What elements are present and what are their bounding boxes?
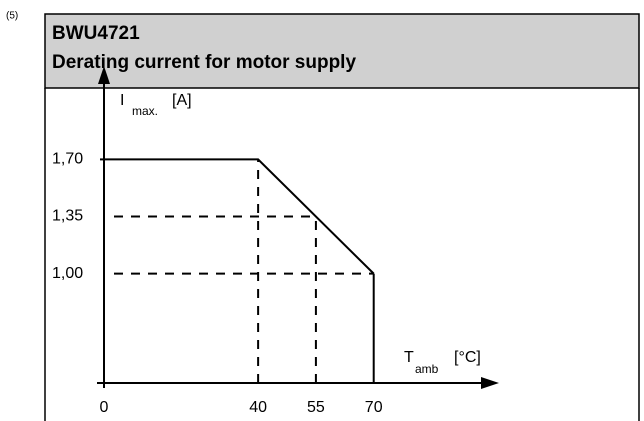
y-tick-label: 1,35 [52, 208, 83, 225]
y-tick-label: 1,00 [52, 265, 83, 282]
figure-label: (5) [6, 11, 18, 22]
x-tick-label: 40 [249, 399, 267, 416]
line-series [104, 158, 375, 275]
x-label-sub: amb [415, 362, 439, 376]
chart-title: BWU4721 [52, 23, 140, 44]
x-tick-label: 70 [365, 399, 383, 416]
y-tick-label: 1,70 [52, 151, 83, 168]
x-arrow [481, 377, 499, 389]
x-label-unit: [°C] [454, 349, 481, 366]
x-label-main: T [404, 349, 414, 366]
x-tick-label: 55 [307, 399, 325, 416]
y-label-unit: [A] [172, 92, 192, 109]
header [44, 13, 640, 89]
x-tick-label: 0 [100, 399, 109, 416]
y-arrow [98, 66, 110, 84]
chart-subtitle: Derating current for motor supply [52, 52, 356, 73]
y-label-sub: max. [132, 104, 158, 118]
y-label-main: I [120, 92, 124, 109]
